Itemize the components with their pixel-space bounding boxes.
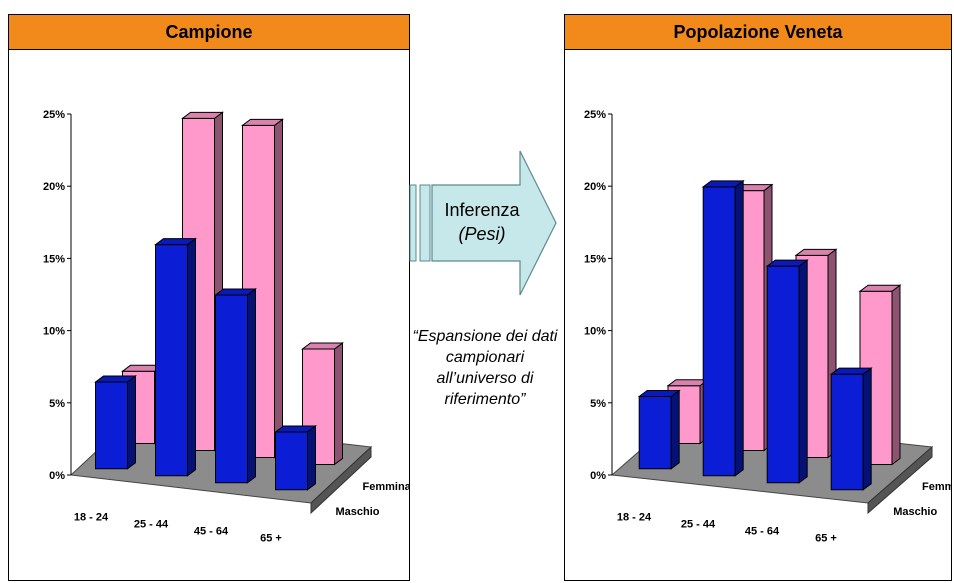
y-tick-label: 0% — [590, 470, 606, 482]
bar-top — [241, 118, 284, 126]
x-tick-label: 25 - 44 — [681, 519, 716, 531]
arrow-label: Inferenza (Pesi) — [432, 198, 532, 246]
bar-top — [214, 288, 257, 296]
bar-maschio — [765, 259, 809, 484]
arrow-stripe — [419, 184, 431, 262]
bar-top — [274, 425, 317, 433]
bar-maschio — [637, 389, 681, 470]
chart-campione: 0% 5% 10% 15% 20% 25% 18 - 24 25 - 44 45 - 64 65 … — [43, 109, 410, 545]
bar-side — [187, 237, 196, 477]
y-tick-label: 15% — [584, 253, 606, 265]
y-tick-label: 10% — [43, 326, 65, 338]
bar-top — [701, 180, 745, 188]
bar-maschio — [701, 179, 745, 477]
x-tick-label: 18 - 24 — [74, 512, 109, 524]
bar-front — [638, 396, 672, 470]
bar-maschio — [829, 367, 873, 491]
chart-title: Popolazione Veneta — [565, 15, 951, 50]
y-tick-label: 25% — [43, 109, 65, 121]
series-label: Femmina — [363, 481, 410, 493]
chart-popolazione-veneta: 0% 5% 10% 15% 20% 25% 18 - 24 25 - 44 45 - 64 65 … — [584, 109, 951, 545]
right-chart-panel: Popolazione Veneta 0% 5% 10% 15% 20% 25% 18 - … — [564, 14, 952, 581]
x-tick-label: 45 - 64 — [194, 526, 229, 538]
bar-side — [274, 118, 283, 459]
bar-top — [666, 379, 710, 387]
bar-top — [794, 248, 838, 256]
series-label: Maschio — [893, 506, 937, 518]
bar-maschio — [214, 287, 257, 484]
chart-floor-edge — [867, 445, 933, 515]
bar-side — [862, 367, 872, 491]
bar-top — [765, 259, 809, 267]
arrow-body — [431, 150, 557, 296]
bar-side — [734, 179, 744, 477]
bar-side — [670, 389, 680, 470]
y-tick-label: 20% — [584, 181, 606, 193]
x-tick-label: 45 - 64 — [745, 526, 780, 538]
y-tick-label: 10% — [584, 326, 606, 338]
y-tick-label: 15% — [43, 253, 65, 265]
bar-maschio — [154, 237, 197, 477]
y-tick-label: 0% — [49, 470, 65, 482]
bar-front — [766, 265, 800, 484]
chart-floor-edge — [310, 445, 372, 515]
bar-front — [215, 294, 248, 484]
bar-top — [94, 375, 137, 383]
x-tick-label: 65 + — [815, 533, 837, 545]
arrow-label-line2: (Pesi) — [458, 224, 506, 244]
y-tick-label: 20% — [43, 181, 65, 193]
bar-side — [891, 284, 901, 466]
bar-top — [180, 111, 225, 119]
arrow-stripe — [409, 184, 417, 262]
y-tick-label: 5% — [49, 398, 65, 410]
y-tick-label: 5% — [590, 398, 606, 410]
inference-arrow — [409, 150, 557, 296]
bar-top — [829, 367, 873, 375]
bar-side — [307, 424, 316, 491]
bar-front — [275, 431, 308, 491]
bar-front — [155, 244, 188, 477]
x-tick-label: 65 + — [260, 533, 282, 545]
bar-front — [95, 381, 128, 470]
y-tick-label: 25% — [584, 109, 606, 121]
expansion-caption: “Espansione dei dati campionari all’univ… — [412, 328, 558, 408]
bar-top — [154, 238, 197, 246]
series-label: Maschio — [336, 506, 380, 518]
bar-front — [830, 373, 864, 491]
bar-side — [247, 287, 256, 484]
bar-side — [798, 259, 808, 484]
x-tick-label: 25 - 44 — [134, 519, 169, 531]
bar-maschio — [94, 375, 137, 470]
bar-side — [127, 375, 136, 470]
bar-side — [334, 341, 343, 466]
bar-top — [637, 390, 681, 397]
bar-top — [301, 342, 344, 350]
bar-front — [702, 186, 736, 477]
series-label: Femmina — [922, 481, 951, 493]
x-tick-label: 18 - 24 — [617, 512, 652, 524]
bar-top — [858, 284, 902, 292]
bar-maschio — [274, 424, 317, 491]
left-chart-panel: Campione 0% 5% 10% 15% 20% 25% 18 - 24 25 - 44 4… — [8, 14, 410, 581]
arrow-label-line1: Inferenza — [444, 200, 520, 220]
chart-title: Campione — [9, 15, 409, 50]
